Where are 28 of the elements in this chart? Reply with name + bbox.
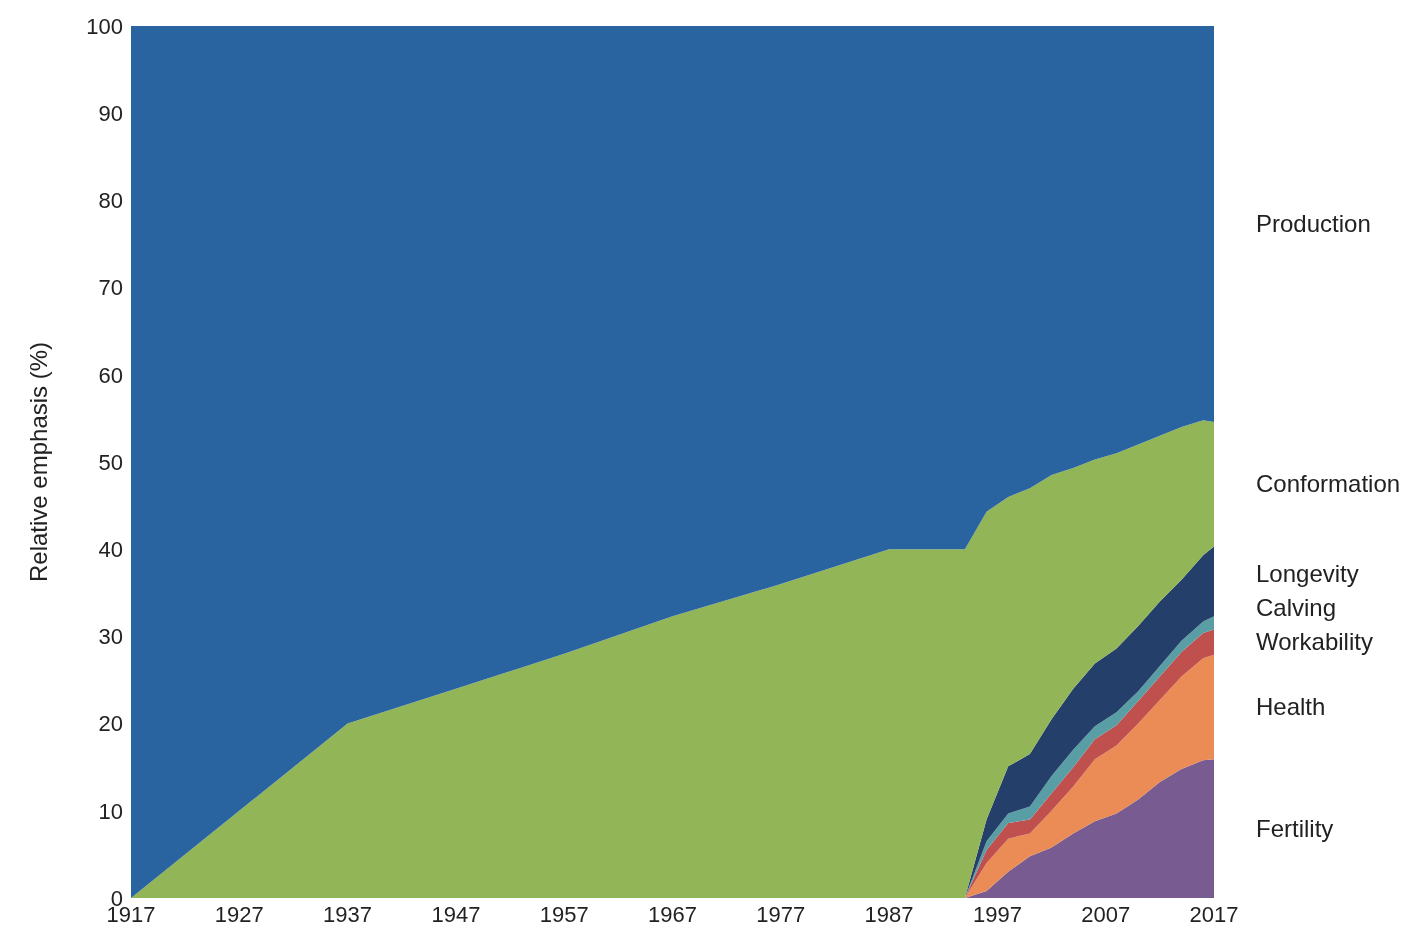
series-label: Health: [1256, 693, 1326, 722]
y-axis-title: Relative emphasis (%): [24, 341, 52, 582]
series-label: Longevity: [1256, 560, 1359, 589]
x-tick-label: 1977: [756, 901, 806, 927]
y-tick-label: 30: [98, 624, 123, 650]
series-label: Fertility: [1256, 814, 1334, 843]
x-tick-label: 1967: [648, 901, 697, 927]
series-label: Conformation: [1256, 470, 1401, 499]
x-tick-label: 1937: [323, 901, 373, 927]
series-label: Calving: [1256, 594, 1337, 623]
x-tick-label: 1947: [431, 901, 481, 927]
y-tick-label: 100: [86, 13, 123, 39]
y-tick-label: 40: [98, 537, 123, 563]
y-tick-label: 50: [98, 449, 123, 475]
x-tick-label: 1957: [539, 901, 589, 927]
series-label: Production: [1256, 209, 1371, 238]
x-tick-label: 2007: [1081, 901, 1131, 927]
y-tick-label: 20: [98, 711, 123, 737]
y-tick-label: 10: [98, 798, 123, 824]
x-tick-label: 1997: [972, 901, 1022, 927]
y-tick-label: 60: [98, 362, 123, 388]
series-label: Workability: [1256, 628, 1373, 657]
y-tick-label: 70: [98, 275, 123, 301]
y-tick-label: 90: [98, 101, 123, 127]
x-tick-label: 1927: [214, 901, 264, 927]
x-tick-label: 1987: [864, 901, 914, 927]
x-tick-label: 2017: [1189, 901, 1239, 927]
y-tick-label: 80: [98, 188, 123, 214]
